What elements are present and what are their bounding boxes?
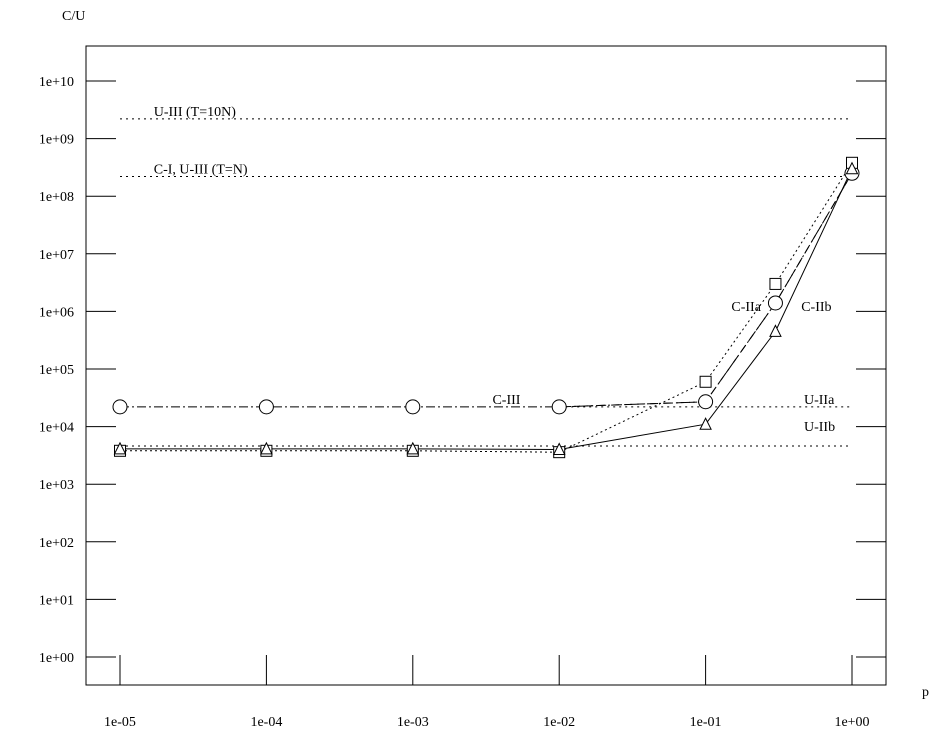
triangle-marker bbox=[699, 417, 712, 430]
annotation-label: U-III (T=10N) bbox=[154, 105, 236, 120]
circle-marker bbox=[767, 295, 783, 311]
circle-marker bbox=[405, 399, 421, 415]
triangle-marker bbox=[769, 324, 782, 337]
square-marker bbox=[699, 375, 712, 388]
y-tick-label: 1e+02 bbox=[39, 536, 74, 551]
annotation-label: C-I, U-III (T=N) bbox=[154, 162, 248, 177]
series-markers bbox=[112, 156, 860, 459]
y-tick-label: 1e+00 bbox=[39, 651, 74, 666]
y-tick-label: 1e+07 bbox=[39, 248, 74, 263]
circle-marker bbox=[551, 399, 567, 415]
annotation-label: U-IIa bbox=[804, 393, 835, 408]
chart-labels: C/U p U-III (T=10N) C-I, U-III (T=N) C-III… bbox=[62, 9, 929, 700]
reference-lines bbox=[120, 118, 852, 447]
y-tick-label: 1e+10 bbox=[39, 75, 74, 90]
y-tick-label: 1e+09 bbox=[39, 133, 74, 148]
annotation-label: C-IIb bbox=[801, 300, 831, 315]
x-tick-label: 1e-02 bbox=[543, 715, 575, 730]
x-tick-label: 1e-04 bbox=[250, 715, 282, 730]
triangle-marker bbox=[113, 441, 127, 455]
annotation-label: U-IIb bbox=[804, 420, 835, 435]
y-tick-label: 1e+03 bbox=[39, 478, 74, 493]
y-tick-label: 1e+08 bbox=[39, 190, 74, 205]
triangle-marker bbox=[406, 441, 420, 455]
y-tick-label: 1e+05 bbox=[39, 363, 74, 378]
x-tick-label: 1e-01 bbox=[690, 715, 722, 730]
triangle-marker bbox=[552, 442, 566, 456]
y-tick-label: 1e+01 bbox=[39, 593, 74, 608]
triangle-marker bbox=[845, 161, 859, 175]
plot-border bbox=[85, 45, 887, 686]
y-axis-label: C/U bbox=[62, 9, 85, 24]
y-tick-label: 1e+04 bbox=[39, 421, 74, 436]
circle-marker bbox=[112, 399, 128, 415]
plot-frame bbox=[85, 45, 887, 686]
axis-ticks: 1e+00 1e+01 1e+02 1e+03 1e+04 1e+05 1e+06 1e+07… bbox=[39, 75, 886, 730]
square-marker bbox=[769, 277, 782, 290]
x-tick-label: 1e-03 bbox=[397, 715, 429, 730]
annotation-label: C-III bbox=[492, 393, 520, 408]
triangle-marker bbox=[260, 441, 273, 455]
x-tick-label: 1e+00 bbox=[834, 715, 869, 730]
circle-marker bbox=[258, 399, 274, 415]
x-axis-label: p bbox=[922, 685, 929, 700]
x-tick-label: 1e-05 bbox=[104, 715, 136, 730]
series-line-dashed bbox=[559, 173, 853, 408]
series-line-dashdot bbox=[120, 173, 853, 408]
annotation-label: C-IIa bbox=[731, 300, 761, 315]
circle-marker bbox=[698, 394, 714, 410]
y-tick-label: 1e+06 bbox=[39, 305, 74, 320]
